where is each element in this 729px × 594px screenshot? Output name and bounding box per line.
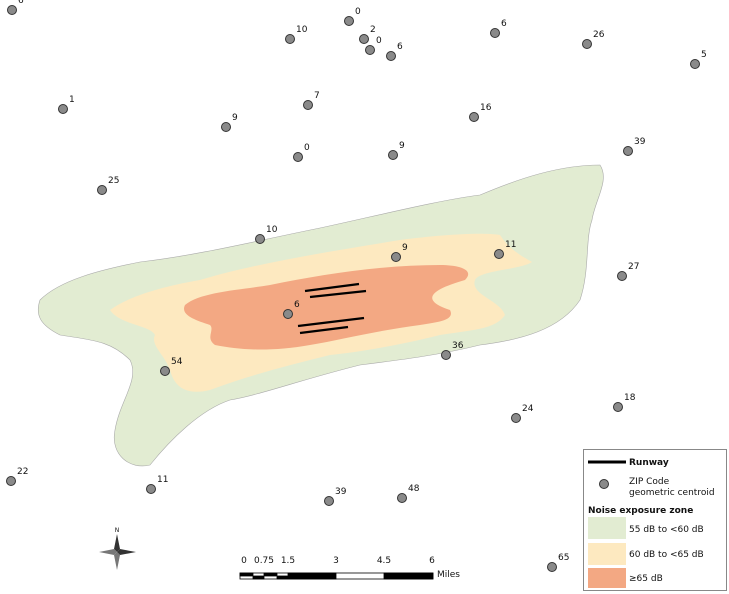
scale-bar (239, 572, 434, 580)
zone-65 (184, 265, 469, 350)
centroid (359, 34, 369, 44)
centroid-label: 10 (296, 25, 308, 35)
legend-zone: ≥65 dB (629, 574, 663, 584)
centroid-label: 6 (18, 0, 24, 6)
centroid (7, 5, 17, 15)
centroid-label: 39 (335, 487, 347, 497)
centroid-label: 11 (505, 240, 516, 250)
centroid (97, 185, 107, 195)
centroid-label: 7 (314, 91, 320, 101)
centroid (441, 350, 451, 360)
centroid (617, 271, 627, 281)
centroid (344, 16, 354, 26)
centroid-label: 65 (558, 553, 569, 563)
legend: Runway ZIP Code geometric centroid Noise… (583, 449, 727, 591)
centroid-label: 39 (634, 137, 646, 147)
centroid (293, 152, 303, 162)
north-label: N (115, 527, 120, 534)
centroid (365, 45, 375, 55)
centroid (623, 146, 633, 156)
scale-label: 3 (333, 556, 339, 566)
centroid (6, 476, 16, 486)
legend-zone: 55 dB to <60 dB (629, 525, 704, 535)
centroid-label: 22 (17, 467, 28, 477)
centroid-label: 9 (402, 243, 408, 253)
centroid-label: 48 (408, 484, 420, 494)
centroid (160, 366, 170, 376)
centroid-label: 16 (480, 103, 492, 113)
centroid (494, 249, 504, 259)
centroid (146, 484, 156, 494)
scale-label: 0.75 (254, 556, 274, 566)
runway (309, 289, 367, 299)
legend-centroid: geometric centroid (629, 488, 715, 498)
centroid-label: 0 (355, 7, 361, 17)
legend-zone: 60 dB to <65 dB (629, 550, 704, 560)
centroid (285, 34, 295, 44)
centroid-label: 9 (232, 113, 238, 123)
centroid-label: 10 (266, 225, 278, 235)
north-arrow: N (99, 527, 136, 570)
legend-centroid: ZIP Code (629, 477, 670, 487)
centroid-label: 25 (108, 176, 119, 186)
centroid-label: 2 (370, 25, 376, 35)
centroid-label: 1 (69, 95, 75, 105)
centroid-label: 9 (399, 141, 405, 151)
centroid-label: 6 (397, 42, 403, 52)
scale-unit: Miles (437, 570, 460, 580)
centroid (221, 122, 231, 132)
legend-title: Noise exposure zone (588, 506, 693, 516)
scale-label: 6 (429, 556, 435, 566)
centroid (490, 28, 500, 38)
centroid-label: 18 (624, 393, 636, 403)
centroid-label: 36 (452, 341, 464, 351)
runway (299, 325, 349, 335)
runways (297, 282, 367, 335)
centroid (303, 100, 313, 110)
centroid-label: 24 (522, 404, 534, 414)
centroid (397, 493, 407, 503)
centroid (58, 104, 68, 114)
centroid (547, 562, 557, 572)
centroid-label: 0 (304, 143, 310, 153)
centroid (511, 413, 521, 423)
centroid-label: 5 (701, 50, 707, 60)
centroid-label: 0 (376, 36, 382, 46)
centroid (613, 402, 623, 412)
centroid-label: 6 (294, 300, 300, 310)
centroid-label: 27 (628, 262, 639, 272)
centroid-label: 54 (171, 357, 183, 367)
runway (304, 282, 360, 293)
scale-label: 1.5 (281, 556, 295, 566)
centroid-label: 11 (157, 475, 168, 485)
centroid (582, 39, 592, 49)
centroid-label: 26 (593, 30, 605, 40)
scale-labels: 0 0.75 1.5 3 4.5 6 (241, 556, 435, 566)
centroid (283, 309, 293, 319)
centroid (388, 150, 398, 160)
centroid (690, 59, 700, 69)
legend-runway: Runway (629, 458, 669, 468)
centroid (324, 496, 334, 506)
runway (297, 316, 365, 328)
centroid (469, 112, 479, 122)
scale-label: 0 (241, 556, 247, 566)
centroid (391, 252, 401, 262)
centroid (255, 234, 265, 244)
centroid-label: 6 (501, 19, 507, 29)
scale-label: 4.5 (377, 556, 391, 566)
centroid (386, 51, 396, 61)
